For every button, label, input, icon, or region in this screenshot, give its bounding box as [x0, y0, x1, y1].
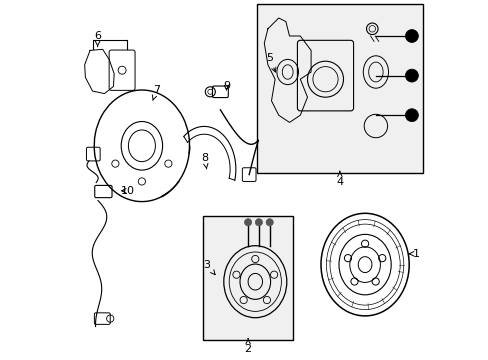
- Circle shape: [405, 109, 418, 122]
- Text: 7: 7: [152, 85, 160, 100]
- Text: 3: 3: [203, 260, 215, 275]
- Text: 5: 5: [265, 53, 275, 72]
- Circle shape: [244, 219, 251, 226]
- Circle shape: [405, 30, 418, 42]
- Text: 9: 9: [223, 81, 229, 91]
- Text: 6: 6: [94, 31, 101, 46]
- Bar: [257, 4, 422, 173]
- Text: 8: 8: [201, 153, 208, 169]
- Text: 4: 4: [336, 171, 343, 187]
- Circle shape: [405, 69, 418, 82]
- Circle shape: [265, 219, 273, 226]
- Circle shape: [255, 219, 262, 226]
- Bar: [203, 216, 292, 340]
- Text: 10: 10: [120, 186, 134, 196]
- Text: 2: 2: [244, 339, 251, 354]
- Text: 1: 1: [408, 249, 419, 259]
